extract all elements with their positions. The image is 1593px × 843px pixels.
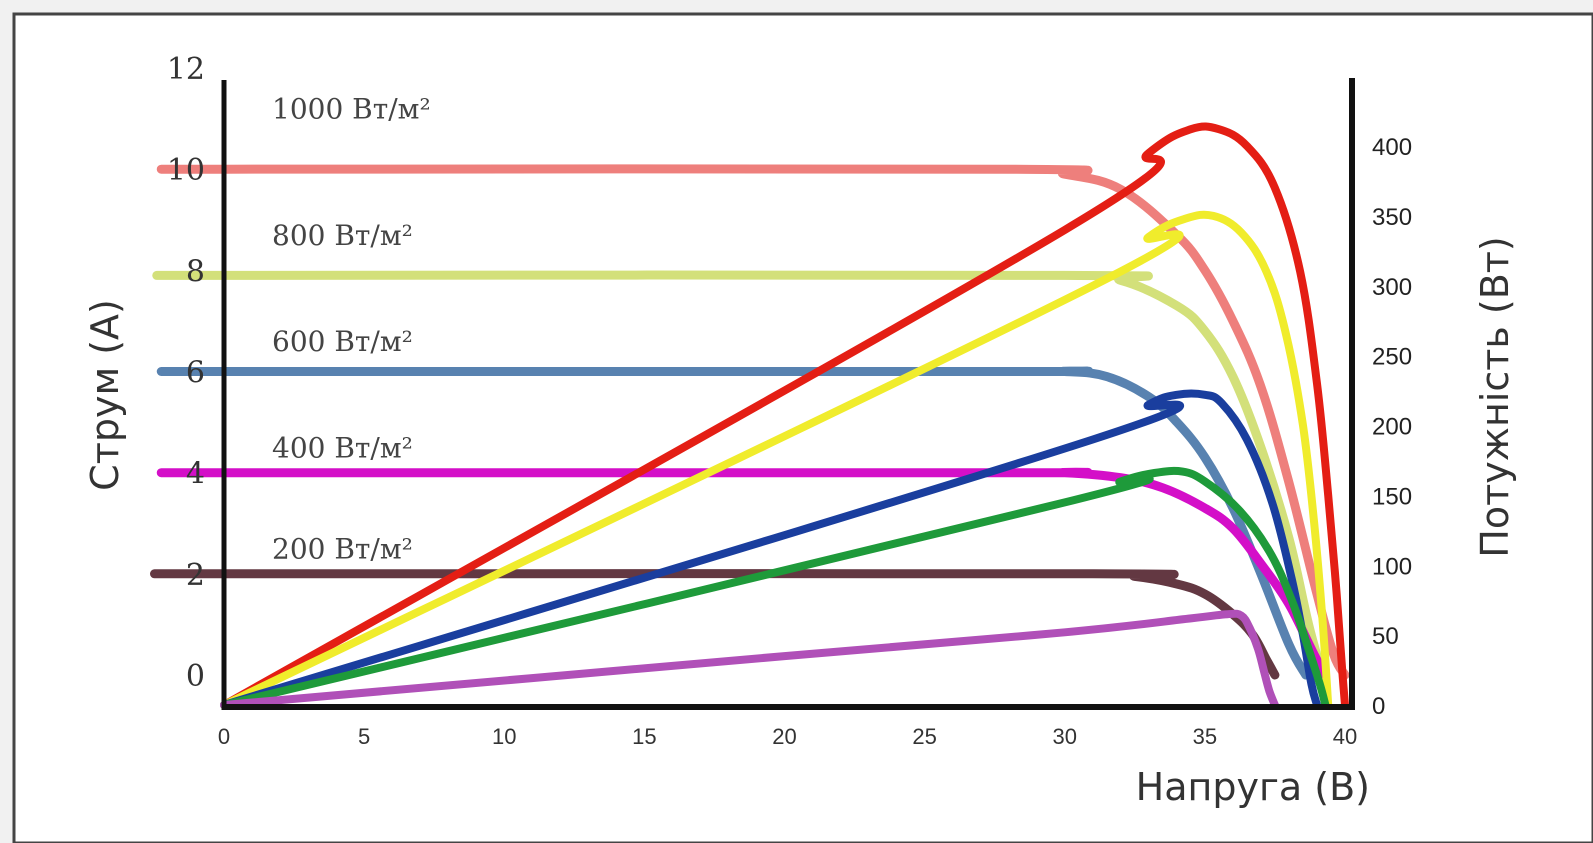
y2-tick-label: 50 — [1372, 623, 1399, 650]
power-curve-4 — [220, 466, 1330, 709]
y-tick-label: 10 — [167, 153, 205, 188]
y-tick-label: 4 — [186, 457, 205, 492]
irradiance-label: 1000 Вт/м² — [272, 92, 431, 125]
irradiance-label: 400 Вт/м² — [272, 431, 413, 464]
x-tick-label: 20 — [772, 724, 796, 749]
x-tick-label: 40 — [1333, 724, 1357, 749]
y-tick-label: 0 — [186, 659, 205, 694]
power-curves — [220, 122, 1349, 709]
y2-tick-label: 150 — [1372, 483, 1412, 510]
y-tick-label: 8 — [186, 254, 205, 289]
y2-axis-title: Потужність (Вт) — [1473, 236, 1517, 557]
y2-tick-label: 350 — [1372, 204, 1412, 231]
current-curve-1 — [156, 164, 1350, 680]
y-tick-label: 12 — [167, 52, 205, 87]
y2-tick-label: 400 — [1372, 134, 1412, 161]
y-tick-label: 6 — [186, 356, 205, 391]
current-curve-4 — [156, 467, 1330, 680]
power-curve-1 — [220, 122, 1349, 709]
irradiance-label: 800 Вт/м² — [272, 219, 413, 252]
x-axis-title: Напруга (В) — [1136, 765, 1370, 809]
y-tick-label: 2 — [186, 558, 205, 593]
x-tick-label: 35 — [1193, 724, 1217, 749]
irradiance-labels: 1000 Вт/м² 800 Вт/м² 600 Вт/м² 400 Вт/м² 200… — [272, 92, 431, 565]
x-tick-label: 25 — [912, 724, 936, 749]
x-tick-label: 10 — [492, 724, 516, 749]
y2-tick-label: 300 — [1372, 274, 1412, 301]
y2-tick-label: 250 — [1372, 344, 1412, 371]
current-curve-2 — [152, 270, 1328, 680]
axes — [221, 78, 1355, 710]
y2-tick-label: 200 — [1372, 414, 1412, 441]
tick-labels: 0 2 4 6 8 10 12 0 50 100 150 200 250 300 350 400 0 5 10 15 2… — [167, 52, 1412, 749]
y2-tick-label: 100 — [1372, 553, 1412, 580]
irradiance-label: 200 Вт/м² — [272, 533, 413, 566]
x-tick-label: 5 — [358, 724, 370, 749]
irradiance-label: 600 Вт/м² — [272, 325, 413, 358]
y-axis-title: Струм (A) — [83, 299, 127, 491]
y2-tick-label: 0 — [1372, 693, 1385, 720]
power-curve-2 — [220, 210, 1333, 709]
x-tick-label: 0 — [218, 724, 230, 749]
power-curve-5 — [220, 609, 1279, 709]
x-tick-label: 30 — [1053, 724, 1077, 749]
x-tick-label: 15 — [632, 724, 656, 749]
